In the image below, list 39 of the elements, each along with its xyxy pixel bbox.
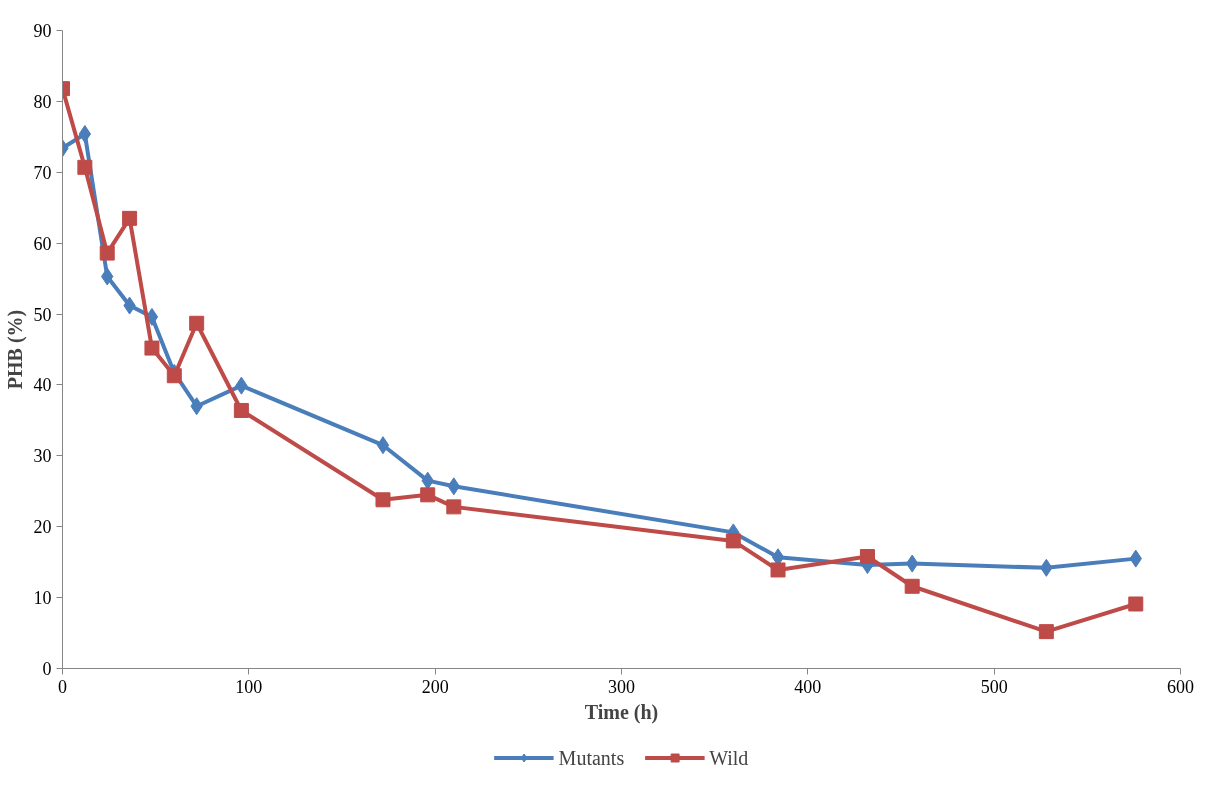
point [78, 125, 92, 143]
point [189, 315, 205, 331]
y-tick-label: 40 [33, 375, 52, 396]
y-tick-label: 70 [33, 162, 52, 183]
legend-label: Mutants [558, 746, 625, 769]
y-tick-label: 50 [33, 304, 52, 325]
y-axis-title: PHB (%) [3, 309, 27, 390]
point [122, 210, 138, 226]
point [77, 159, 93, 175]
legend-label: Wild [709, 746, 749, 769]
point [1038, 624, 1054, 640]
point [446, 499, 462, 515]
point [725, 533, 741, 549]
point [144, 340, 160, 356]
x-tick-label: 600 [1167, 676, 1194, 697]
point [233, 402, 249, 418]
point [420, 487, 436, 503]
y-tick-label: 20 [33, 517, 52, 538]
y-tick-label: 30 [33, 446, 52, 467]
point [166, 368, 182, 384]
point [375, 492, 391, 508]
y-tick-label: 80 [33, 91, 52, 112]
x-tick-label: 100 [235, 676, 263, 697]
x-axis-title: Time (h) [584, 700, 659, 724]
y-tick-label: 10 [33, 588, 52, 609]
point [859, 549, 875, 564]
x-tick-label: 500 [980, 676, 1008, 697]
point [1128, 596, 1144, 612]
x-tick-label: 200 [421, 676, 449, 697]
y-tick-label: 90 [33, 21, 52, 41]
x-tick-label: 300 [608, 676, 635, 697]
point [99, 245, 115, 261]
y-tick-label: 0 [42, 659, 52, 679]
point [770, 562, 786, 578]
y-tick-label: 60 [33, 233, 52, 254]
point [376, 436, 390, 455]
x-tick-label: 400 [794, 676, 822, 697]
x-tick-label: 0 [58, 676, 67, 697]
point [904, 578, 920, 594]
